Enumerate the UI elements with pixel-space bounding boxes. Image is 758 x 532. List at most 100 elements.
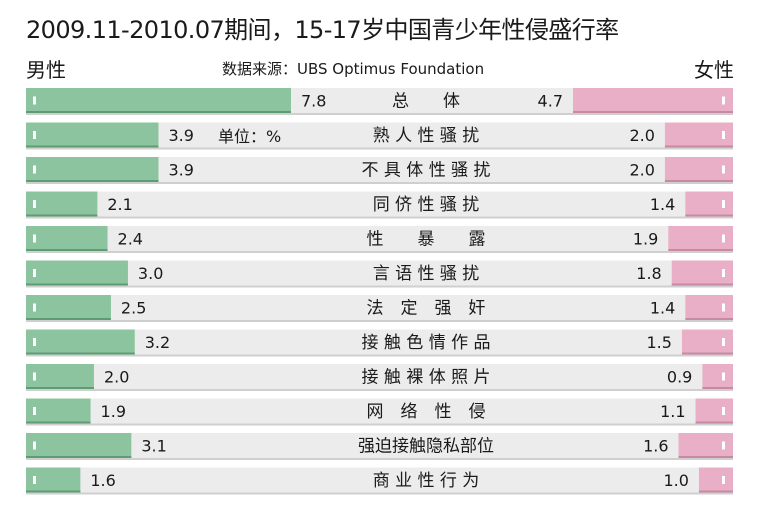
row-shadow <box>26 216 733 219</box>
male-bar <box>26 329 135 355</box>
row-shadow <box>26 423 733 426</box>
row-shadow <box>26 251 733 253</box>
male-bar <box>26 398 91 424</box>
male-label: 男性 <box>26 58 66 82</box>
male-bar <box>26 191 98 217</box>
female-value-label: 2.0 <box>629 161 654 180</box>
row-background <box>26 433 733 458</box>
male-bar-tick <box>33 372 36 381</box>
male-bar-shadow <box>26 352 135 355</box>
category-label: 商 业 性 行 为 <box>373 471 480 491</box>
male-value-label: 3.1 <box>141 437 166 456</box>
male-bar <box>26 295 111 320</box>
category-label: 言 语 性 骚 扰 <box>373 264 480 284</box>
male-value-label: 1.6 <box>90 471 115 490</box>
male-bar <box>26 88 291 113</box>
female-bar <box>681 329 733 355</box>
female-value-label: 1.0 <box>664 471 689 490</box>
male-bar-shadow <box>26 145 159 148</box>
female-bar-tick <box>722 269 725 277</box>
male-bar-tick <box>33 165 36 174</box>
female-value-label: 0.9 <box>667 368 692 387</box>
female-bar <box>573 88 733 113</box>
male-bar-tick <box>33 407 36 415</box>
male-bar-shadow <box>26 283 128 286</box>
category-label: 性 暴 露 <box>367 230 486 250</box>
male-value-label: 1.9 <box>101 402 126 421</box>
row-shadow <box>26 285 733 288</box>
male-value-label: 2.5 <box>121 299 146 318</box>
female-bar-tick <box>722 131 725 139</box>
category-label: 网 络 性 侵 <box>367 402 486 422</box>
male-value-label: 3.2 <box>145 333 170 352</box>
male-value-label: 3.9 <box>169 126 194 145</box>
row-background <box>26 295 733 320</box>
male-bar-tick <box>33 234 36 243</box>
female-bar <box>664 157 733 182</box>
female-bar <box>685 295 733 320</box>
female-value-label: 4.7 <box>538 92 563 111</box>
row-background <box>26 329 733 355</box>
female-value-label: 1.1 <box>660 402 685 421</box>
male-bar-tick <box>33 338 36 346</box>
female-bar <box>695 398 733 424</box>
male-bar-tick <box>33 476 36 484</box>
female-bar-shadow <box>573 111 733 113</box>
male-bar <box>26 226 108 251</box>
female-value-label: 1.9 <box>633 230 658 249</box>
category-label: 熟 人 性 骚 扰 <box>373 125 480 146</box>
female-bar-tick <box>722 96 725 105</box>
male-value-label: 2.1 <box>107 195 132 214</box>
female-bar-shadow <box>678 456 733 458</box>
category-label: 强迫接触隐私部位 <box>358 437 494 457</box>
female-bar-tick <box>722 338 725 346</box>
female-bar-shadow <box>664 180 733 182</box>
male-value-label: 7.8 <box>301 92 326 111</box>
female-bar-shadow <box>681 352 733 355</box>
male-value-label: 2.4 <box>118 230 143 249</box>
data-source: 数据来源：UBS Optimus Foundation <box>222 60 485 78</box>
female-bar-shadow <box>685 214 733 217</box>
female-bar-tick <box>722 407 725 415</box>
male-bar-shadow <box>26 387 94 389</box>
female-bar-shadow <box>702 387 733 389</box>
male-bar <box>26 122 159 148</box>
row-background <box>26 260 733 286</box>
category-label: 法 定 强 奸 <box>367 299 486 319</box>
male-value-label: 3.0 <box>138 264 163 283</box>
male-value-label: 2.0 <box>104 368 129 387</box>
female-bar <box>685 191 733 217</box>
female-bar <box>664 122 733 148</box>
female-bar-shadow <box>671 283 733 286</box>
male-bar-tick <box>33 131 36 139</box>
row-background <box>26 226 733 251</box>
row-shadow <box>26 320 733 322</box>
male-bar-tick <box>33 269 36 277</box>
row-shadow <box>26 492 733 495</box>
male-bar-shadow <box>26 421 91 424</box>
male-bar-shadow <box>26 111 291 113</box>
female-bar <box>698 467 733 493</box>
male-bar <box>26 433 132 458</box>
female-bar-shadow <box>685 318 733 320</box>
row-shadow <box>26 389 733 391</box>
male-bar <box>26 364 94 389</box>
male-bar <box>26 157 159 182</box>
female-value-label: 1.4 <box>650 195 675 214</box>
male-bar-shadow <box>26 180 159 182</box>
male-bar-shadow <box>26 456 132 458</box>
male-bar <box>26 260 128 286</box>
row-background <box>26 467 733 493</box>
female-bar-shadow <box>698 490 733 493</box>
female-bar-shadow <box>668 249 733 251</box>
female-bar-tick <box>722 234 725 243</box>
male-bar-shadow <box>26 214 98 217</box>
row-background <box>26 398 733 424</box>
category-label: 同 侪 性 骚 扰 <box>373 195 480 215</box>
female-label: 女性 <box>694 58 734 82</box>
category-label: 不 具 体 性 骚 扰 <box>361 161 490 181</box>
male-bar-tick <box>33 200 36 208</box>
female-bar-tick <box>722 372 725 381</box>
female-bar-shadow <box>695 421 733 424</box>
